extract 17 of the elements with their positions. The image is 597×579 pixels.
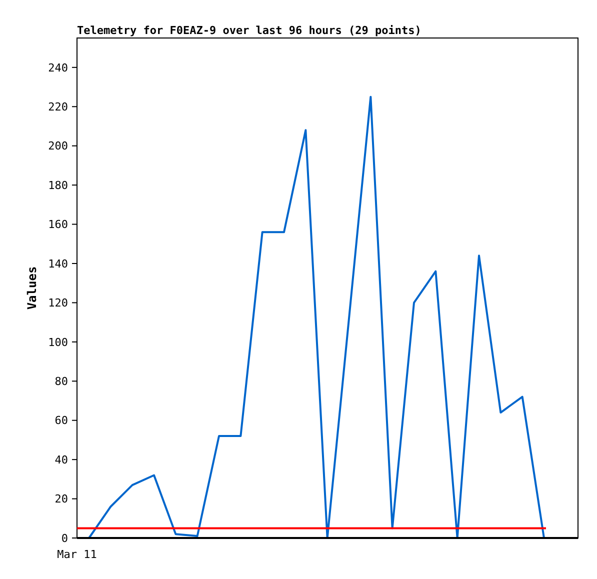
- y-tick-label: 60: [54, 414, 68, 428]
- y-tick-label: 20: [54, 492, 68, 506]
- chart-title: Telemetry for F0EAZ-9 over last 96 hours (29 points): [77, 24, 422, 37]
- text: Mar 11: [57, 548, 97, 561]
- y-tick-label: 120: [48, 296, 68, 310]
- y-tick-label: 140: [48, 257, 68, 270]
- y-tick-label: 100: [48, 336, 68, 349]
- y-tick-label: 40: [54, 453, 68, 466]
- y-tick-label: 160: [48, 218, 68, 232]
- y-tick-label: 240: [48, 61, 68, 74]
- y-tick-label: 220: [48, 100, 68, 114]
- y-axis-title: Values: [25, 266, 39, 310]
- line-series: [88, 96, 545, 539]
- y-tick-label: 0: [61, 532, 68, 545]
- y-tick-label: 180: [48, 178, 68, 192]
- y-tick-label: 80: [54, 374, 68, 388]
- y-tick-label: 200: [48, 140, 68, 153]
